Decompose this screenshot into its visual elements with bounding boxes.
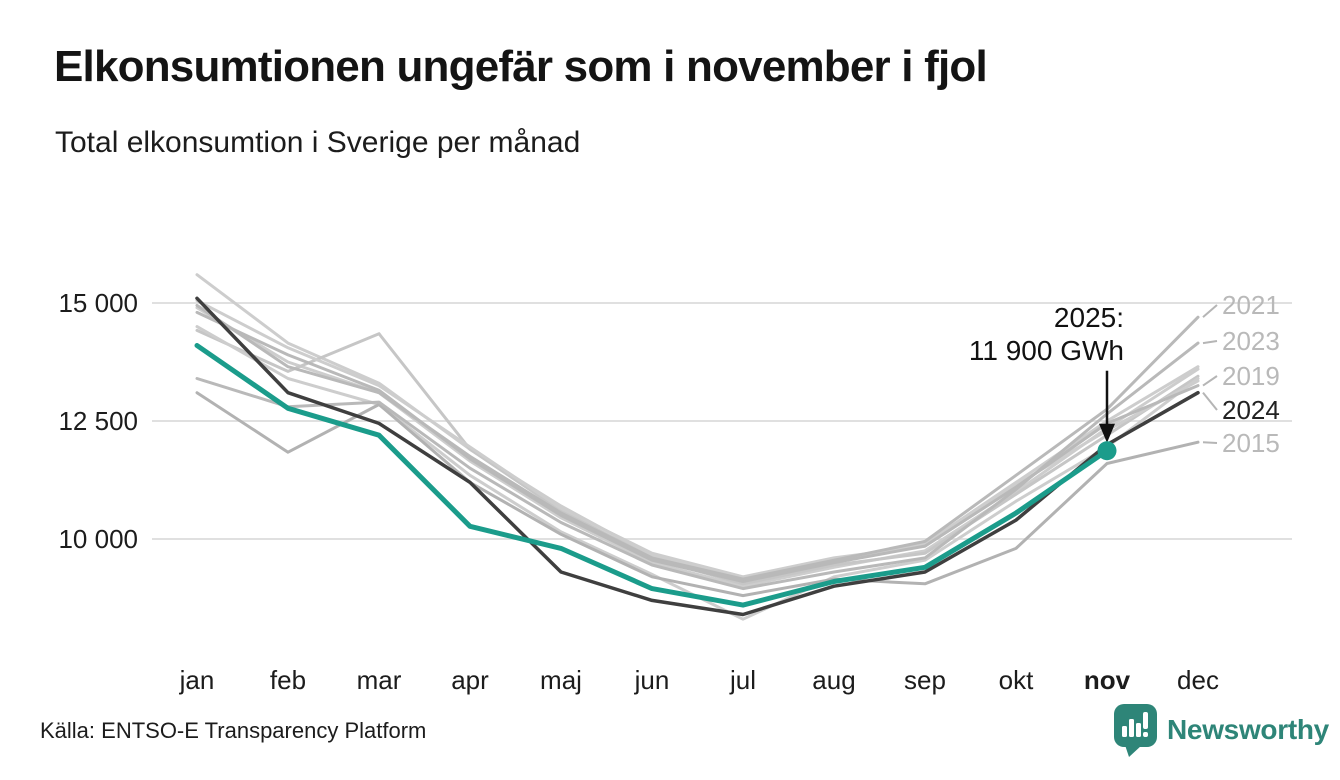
line-2023 (195, 341, 1200, 591)
source-note: Källa: ENTSO-E Transparency Platform (40, 718, 427, 743)
newsworthy-logo: Newsworthy (1113, 703, 1329, 757)
line-2021 (195, 303, 1200, 581)
series-label-2021: 2021 (1222, 290, 1280, 320)
x-tick-apr: apr (451, 665, 489, 695)
leader-2023 (1202, 340, 1218, 345)
newsworthy-logo-text: Newsworthy (1167, 714, 1329, 745)
leader-2019 (1202, 375, 1218, 387)
y-tick-12500: 12 500 (58, 406, 138, 436)
x-tick-jan: jan (179, 665, 215, 695)
line-2025 (194, 343, 1110, 608)
x-tick-jun: jun (634, 665, 670, 695)
x-tick-aug: aug (812, 665, 856, 695)
x-tick-jul: jul (729, 665, 756, 695)
x-tick-dec: dec (1177, 665, 1219, 695)
series-label-2024: 2024 (1222, 395, 1280, 425)
value-annotation: 2025: 11 900 GWh (969, 301, 1124, 367)
x-tick-sep: sep (904, 665, 946, 695)
annotation-year: 2025: (1053, 302, 1124, 333)
page-title: Elkonsumtionen ungefär som i november i … (54, 42, 988, 91)
chart-subtitle: Total elkonsumtion i Sverige per månad (55, 126, 581, 159)
x-tick-okt: okt (998, 665, 1034, 695)
series-label-2019: 2019 (1222, 361, 1280, 391)
y-tick-10000: 10 000 (58, 524, 138, 554)
y-tick-15000: 15 000 (58, 288, 138, 318)
x-tick-maj: maj (540, 665, 582, 695)
newsworthy-logo-icon (1114, 704, 1157, 757)
leader-2021 (1202, 304, 1218, 318)
x-tick-nov: nov (1083, 665, 1131, 695)
annotation-arrowhead (1099, 423, 1115, 443)
leader-2024 (1202, 392, 1218, 411)
leader-2015 (1202, 441, 1218, 444)
series-label-2023: 2023 (1222, 326, 1280, 356)
current-value-dot (1097, 441, 1117, 461)
line-2015 (195, 391, 1200, 598)
annotation-value: 11 900 GWh (968, 335, 1124, 366)
x-tick-feb: feb (269, 665, 307, 695)
series-label-2015: 2015 (1222, 428, 1280, 458)
x-tick-mar: mar (356, 665, 402, 695)
line-2024 (195, 296, 1200, 617)
